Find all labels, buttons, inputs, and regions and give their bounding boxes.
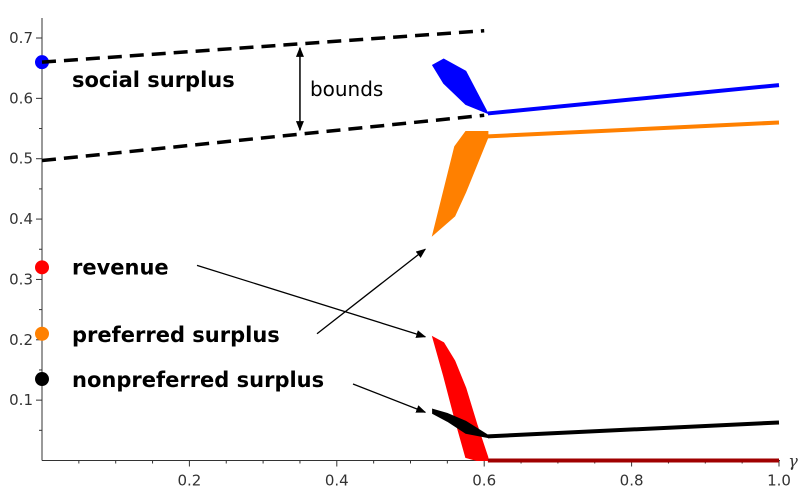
series-bands [431, 58, 489, 461]
x-tick-label: 0.2 [177, 472, 201, 490]
y-tick-label: 0.1 [9, 391, 33, 409]
nonpreferred-line [487, 420, 780, 439]
y-tick-label: 0.2 [9, 331, 33, 349]
lower-bound-line [41, 113, 485, 163]
social-label: social surplus [72, 68, 235, 92]
revenue-label: revenue [72, 255, 169, 279]
preferred-band [431, 131, 489, 237]
annotations: social surplus revenue preferred surplus no… [72, 68, 427, 413]
nonpreferred-pointer-arrow [352, 383, 427, 413]
social-band [431, 58, 489, 115]
upper-bound-line [41, 29, 485, 64]
y-tick-label: 0.6 [9, 89, 33, 107]
y-tick-label: 0.7 [9, 29, 33, 47]
x-tick-label: 1.0 [767, 472, 791, 490]
y-tick-label: 0.3 [9, 270, 33, 288]
revenue-pointer-arrow [196, 264, 427, 338]
revenue-band [431, 335, 489, 461]
nonpreferred-label: nonpreferred surplus [72, 368, 324, 392]
y-tick-label: 0.4 [9, 210, 33, 228]
preferred-pointer-arrow [316, 248, 427, 335]
axes: 0.2 0.4 0.6 0.8 1.0 0.1 0.2 0.3 0.4 0.5 0.6 0.7 γ [9, 18, 798, 490]
x-tick-label: 0.4 [325, 472, 349, 490]
preferred-label: preferred surplus [72, 323, 280, 347]
social-line [487, 83, 780, 116]
revenue-start-marker [35, 260, 49, 275]
preferred-start-marker [35, 326, 49, 341]
series-lines [35, 55, 780, 463]
preferred-line [487, 120, 780, 139]
nonpreferred-band [432, 408, 489, 439]
y-tick-label: 0.5 [9, 150, 33, 168]
bounds-group: bounds [41, 29, 485, 163]
nonpreferred-start-marker [35, 372, 49, 387]
x-axis-title: γ [788, 452, 798, 471]
bounds-label: bounds [310, 77, 383, 101]
x-tick-label: 0.6 [472, 472, 496, 490]
x-tick-label: 0.8 [620, 472, 644, 490]
